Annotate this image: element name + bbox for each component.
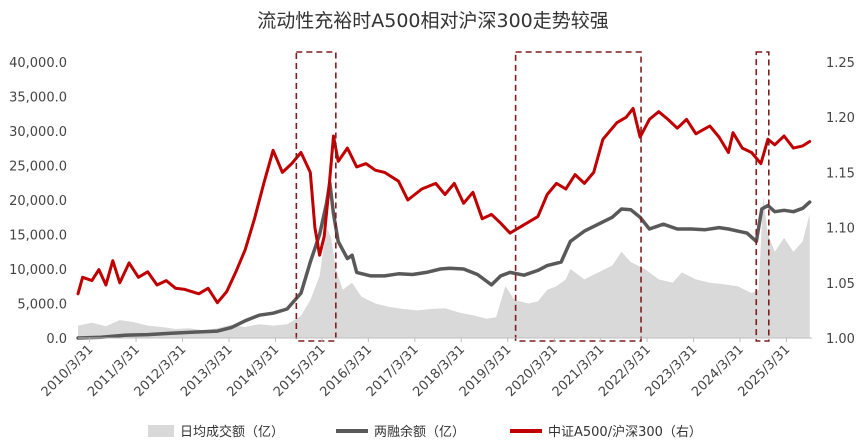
chart-title: 流动性充裕时A500相对沪深300走势较强 — [257, 10, 609, 32]
legend-swatch-turnover — [148, 425, 174, 437]
y-right-tick-label: 1.00 — [826, 332, 855, 347]
y-left-tick-label: 25,000.0 — [9, 160, 67, 175]
series-area-turnover — [78, 196, 810, 338]
highlight-period-box — [514, 51, 642, 342]
series-line-ratio — [76, 106, 812, 305]
highlight-boxes — [295, 51, 770, 342]
line-series-group — [76, 106, 812, 340]
y-left-tick-label: 40,000.0 — [9, 56, 67, 71]
legend: 日均成交额（亿） 两融余额（亿） 中证A500/沪深300（右） — [148, 424, 702, 440]
legend-label: 日均成交额（亿） — [180, 424, 284, 440]
right-axis: 1.00 1.05 1.10 1.15 1.20 1.25 — [826, 56, 855, 347]
y-left-tick-label: 0.0 — [46, 332, 67, 347]
y-left-tick-label: 20,000.0 — [9, 194, 67, 209]
y-right-tick-label: 1.10 — [826, 222, 855, 237]
highlight-period-box — [295, 51, 337, 342]
x-axis: 2010/3/312011/3/312012/3/312013/3/312014… — [39, 338, 793, 400]
y-left-tick-label: 30,000.0 — [9, 125, 67, 140]
y-left-tick-label: 10,000.0 — [9, 263, 67, 278]
y-right-tick-label: 1.05 — [826, 277, 855, 292]
series-line-margin-balance — [76, 181, 812, 340]
turnover-area-series — [78, 196, 810, 338]
y-right-tick-label: 1.25 — [826, 56, 855, 71]
y-left-tick-label: 15,000.0 — [9, 229, 67, 244]
y-right-tick-label: 1.15 — [826, 166, 855, 181]
y-right-tick-label: 1.20 — [826, 111, 855, 126]
y-left-tick-label: 5,000.0 — [17, 298, 67, 313]
legend-label: 中证A500/沪深300（右） — [548, 424, 702, 440]
legend-label: 两融余额（亿） — [374, 424, 465, 440]
left-axis: 0.0 5,000.0 10,000.0 15,000.0 20,000.0 25,000… — [9, 56, 67, 347]
y-left-tick-label: 35,000.0 — [9, 91, 67, 106]
